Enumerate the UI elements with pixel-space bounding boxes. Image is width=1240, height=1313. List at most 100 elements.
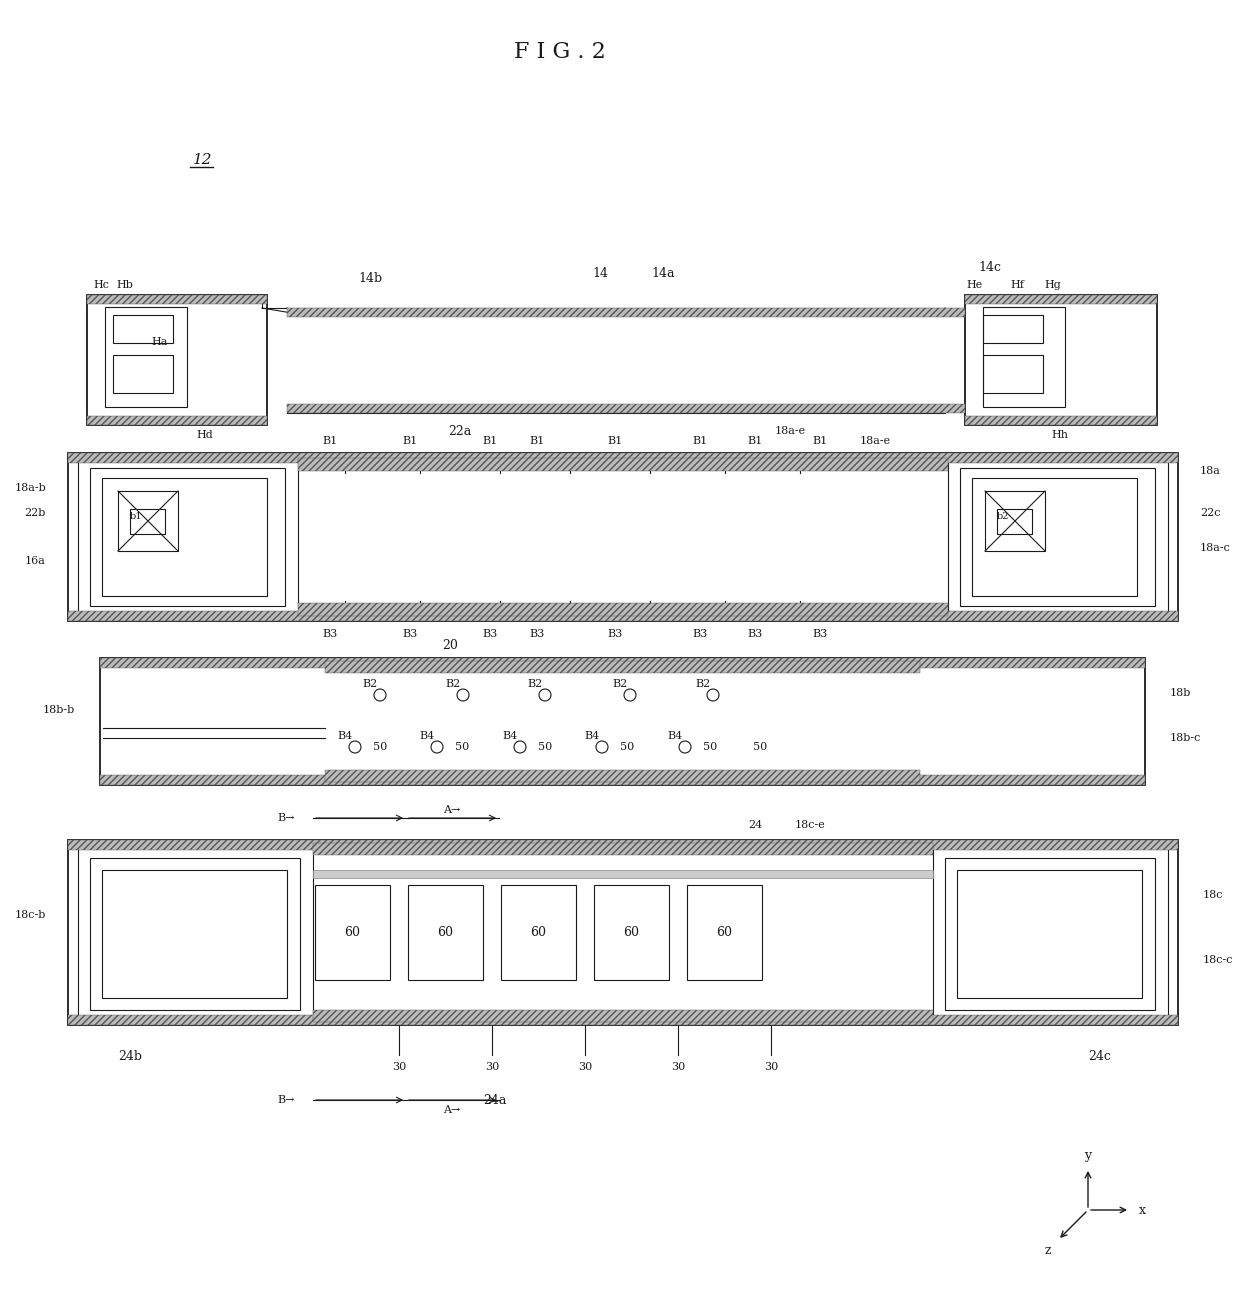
Text: 20: 20 (443, 638, 458, 651)
Text: 24b: 24b (118, 1050, 143, 1064)
Text: 18a-b: 18a-b (14, 483, 46, 492)
Bar (312, 1010, 932, 1022)
Bar (91, 467, 285, 607)
Text: 60: 60 (529, 926, 546, 939)
Bar (965, 416, 1157, 425)
Bar (965, 295, 1157, 305)
Text: 12: 12 (193, 154, 212, 167)
Bar (78, 846, 312, 1020)
Text: 18b: 18b (1171, 688, 1192, 699)
Bar (983, 315, 1043, 343)
Text: 30: 30 (671, 1062, 686, 1071)
Text: Ha: Ha (151, 337, 167, 347)
Bar (957, 871, 1142, 998)
Bar (408, 885, 484, 979)
Text: b2: b2 (997, 512, 1009, 520)
Bar (105, 307, 187, 407)
Bar (687, 885, 763, 979)
Bar (315, 885, 391, 979)
Text: B3: B3 (529, 629, 544, 639)
Text: 18a-e: 18a-e (775, 425, 806, 436)
Text: B4: B4 (667, 731, 683, 741)
Bar (298, 603, 949, 616)
Text: 50: 50 (455, 742, 469, 752)
Bar (102, 871, 286, 998)
Text: B1: B1 (529, 436, 544, 446)
Bar (100, 658, 1145, 785)
Text: y: y (1085, 1149, 1091, 1162)
Text: B2: B2 (613, 679, 627, 689)
Text: B2: B2 (527, 679, 543, 689)
Text: B3: B3 (322, 629, 337, 639)
Bar (325, 660, 920, 674)
Text: B3: B3 (692, 629, 708, 639)
Text: B1: B1 (402, 436, 418, 446)
Text: B2: B2 (445, 679, 460, 689)
Text: A→: A→ (444, 805, 461, 815)
Bar (68, 611, 1178, 621)
Text: B4: B4 (337, 731, 352, 741)
Text: 16a: 16a (25, 555, 46, 566)
Text: 18c-e: 18c-e (795, 821, 826, 830)
Bar (87, 295, 267, 305)
Bar (965, 295, 1157, 425)
Text: 14: 14 (591, 267, 608, 280)
Bar (312, 871, 932, 878)
Bar (325, 769, 920, 783)
Bar (68, 840, 1178, 1025)
Bar (100, 658, 1145, 668)
Bar (594, 885, 670, 979)
Text: 60: 60 (343, 926, 360, 939)
Bar (78, 458, 298, 616)
Text: B3: B3 (608, 629, 622, 639)
Text: 18b-c: 18b-c (1171, 733, 1202, 743)
Text: 24: 24 (748, 821, 763, 830)
Bar (985, 491, 1045, 551)
Bar (68, 840, 1178, 850)
Text: 50: 50 (373, 742, 387, 752)
Text: 50: 50 (620, 742, 634, 752)
Text: 50: 50 (753, 742, 768, 752)
Text: 30: 30 (764, 1062, 779, 1071)
Bar (91, 857, 300, 1010)
Bar (286, 309, 965, 316)
Bar (949, 458, 1168, 616)
Text: 60: 60 (622, 926, 639, 939)
Text: 30: 30 (485, 1062, 500, 1071)
Bar (68, 453, 1178, 621)
Bar (972, 478, 1137, 596)
Bar (87, 295, 267, 425)
Bar (983, 307, 1065, 407)
Text: 24a: 24a (484, 1094, 507, 1107)
Text: z: z (1045, 1243, 1052, 1257)
Text: 18b-b: 18b-b (42, 705, 74, 716)
Text: B→: B→ (278, 813, 295, 823)
Text: B4: B4 (419, 731, 435, 741)
Text: He: He (967, 280, 983, 290)
Text: B1: B1 (608, 436, 622, 446)
Text: 14c: 14c (978, 260, 1002, 273)
Bar (113, 355, 174, 393)
Text: Hd: Hd (197, 429, 213, 440)
Text: B3: B3 (482, 629, 497, 639)
Text: 24c: 24c (1089, 1050, 1111, 1064)
Text: 60: 60 (715, 926, 732, 939)
Bar (87, 416, 267, 425)
Bar (983, 355, 1043, 393)
Text: 18a: 18a (1200, 466, 1221, 477)
Text: Hc: Hc (93, 280, 109, 290)
Bar (960, 467, 1154, 607)
Bar (501, 885, 577, 979)
Text: 18c-c: 18c-c (1203, 955, 1234, 965)
Text: 14b: 14b (358, 272, 382, 285)
Text: 22b: 22b (25, 508, 46, 519)
Text: b1: b1 (130, 512, 143, 520)
Text: 18c: 18c (1203, 890, 1224, 899)
Text: 30: 30 (392, 1062, 407, 1071)
Text: 30: 30 (578, 1062, 593, 1071)
Text: B1: B1 (812, 436, 827, 446)
Text: 50: 50 (703, 742, 717, 752)
Text: B1: B1 (748, 436, 763, 446)
Bar (68, 1015, 1178, 1025)
Bar (286, 404, 965, 414)
